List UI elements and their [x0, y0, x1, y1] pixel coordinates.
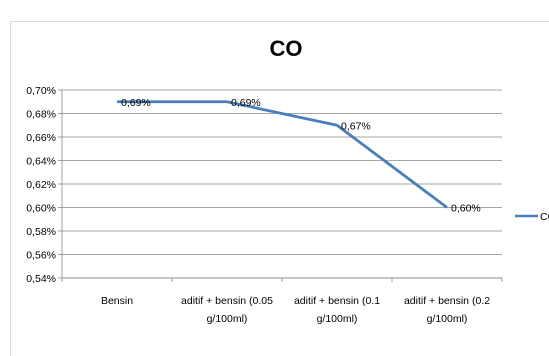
y-tick-label: 0,62% — [26, 179, 56, 191]
chart-frame — [10, 21, 549, 356]
y-tick-label: 0,66% — [26, 132, 56, 144]
data-label: 0,69% — [121, 97, 151, 109]
data-label: 0,67% — [341, 120, 371, 132]
series-co — [116, 100, 448, 209]
y-tick-label: 0,54% — [26, 273, 56, 285]
y-tick-label: 0,60% — [26, 203, 56, 215]
data-label: 0,69% — [231, 97, 261, 109]
x-tick-label: aditif + bensin (0.2 g/100ml) — [404, 295, 490, 325]
y-tick-label: 0,64% — [26, 156, 56, 168]
y-tick-label: 0,70% — [26, 85, 56, 97]
y-axis: 0,54% 0,56% 0,58% 0,60% 0,62% 0,64% 0,66% 0,68%… — [26, 85, 63, 285]
gridlines — [62, 89, 502, 279]
x-tick-label: aditif + bensin (0.1 g/100ml) — [294, 295, 380, 325]
series-line — [117, 100, 448, 209]
y-tick-label: 0,56% — [26, 250, 56, 262]
legend: CO — [515, 211, 549, 223]
chart-title: CO — [270, 36, 303, 61]
y-tick-label: 0,58% — [26, 226, 56, 238]
x-tick-label: aditif + bensin (0.05 g/100ml) — [181, 295, 273, 325]
data-labels: 0,69% 0,69% 0,67% 0,60% — [121, 97, 481, 215]
legend-label: CO — [540, 211, 549, 223]
data-label: 0,60% — [451, 203, 481, 215]
x-tick-label: Bensin — [101, 295, 133, 307]
x-axis: Bensin aditif + bensin (0.05 g/100ml) aditi… — [61, 277, 503, 325]
y-tick-label: 0,68% — [26, 109, 56, 121]
